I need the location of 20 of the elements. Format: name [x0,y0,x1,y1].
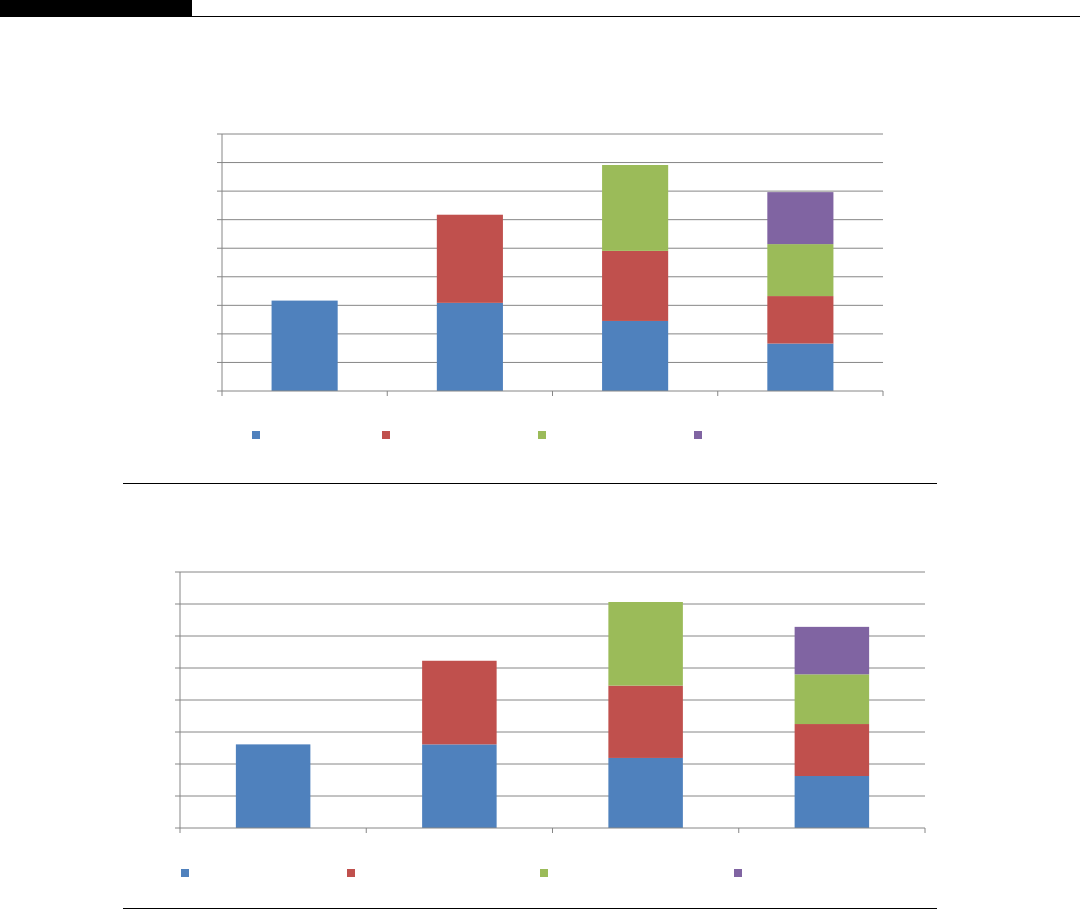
bar [794,724,870,777]
bar [436,214,503,303]
bar [602,250,669,321]
bar [422,744,497,828]
bar [767,192,834,245]
bar [608,757,683,828]
bar [608,685,683,758]
bar [602,165,669,251]
bar [235,744,311,828]
bar [608,602,683,686]
bar [794,674,870,725]
bar [422,660,497,745]
bar [602,320,669,391]
bar [767,343,834,391]
bar [794,776,870,828]
bar [436,302,503,391]
bar [767,296,834,344]
bar [767,244,834,297]
bar [271,300,338,391]
bar [794,626,870,675]
